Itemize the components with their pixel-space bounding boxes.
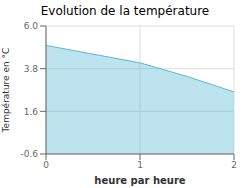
svg-text:6.0: 6.0: [24, 21, 39, 31]
svg-text:3.8: 3.8: [24, 64, 39, 74]
svg-text:Température en °C: Température en °C: [8, 48, 11, 134]
svg-text:0: 0: [43, 160, 49, 170]
html-text:Evolution de la température: Evolution de la température: [40, 4, 210, 18]
svg-text:-0.6: -0.6: [20, 149, 38, 159]
svg-text:1: 1: [137, 160, 143, 170]
svg-text:2: 2: [231, 160, 237, 170]
svg-text:1.6: 1.6: [24, 107, 39, 117]
svg-text:heure par heure: heure par heure: [94, 175, 185, 186]
